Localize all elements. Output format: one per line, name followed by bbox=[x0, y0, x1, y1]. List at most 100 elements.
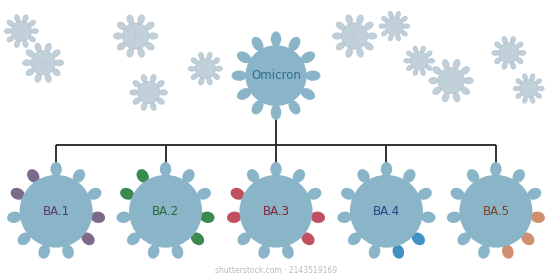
Ellipse shape bbox=[433, 87, 441, 94]
Ellipse shape bbox=[183, 170, 194, 182]
Ellipse shape bbox=[357, 15, 363, 24]
Ellipse shape bbox=[238, 89, 251, 99]
Ellipse shape bbox=[364, 43, 373, 50]
Ellipse shape bbox=[27, 69, 34, 76]
Ellipse shape bbox=[502, 62, 507, 69]
Circle shape bbox=[240, 176, 312, 247]
Ellipse shape bbox=[413, 233, 424, 244]
Ellipse shape bbox=[213, 74, 220, 79]
Ellipse shape bbox=[35, 74, 41, 82]
Circle shape bbox=[342, 23, 368, 49]
Ellipse shape bbox=[301, 52, 314, 62]
Circle shape bbox=[138, 81, 160, 103]
Ellipse shape bbox=[382, 163, 392, 176]
Ellipse shape bbox=[426, 66, 432, 70]
Ellipse shape bbox=[503, 245, 513, 258]
Ellipse shape bbox=[346, 48, 352, 57]
Ellipse shape bbox=[453, 60, 460, 68]
Ellipse shape bbox=[74, 170, 85, 182]
Ellipse shape bbox=[232, 71, 246, 80]
Text: ο: ο bbox=[145, 88, 151, 97]
Ellipse shape bbox=[382, 31, 388, 36]
Ellipse shape bbox=[358, 170, 369, 182]
Text: shutterstock.com · 2143519169: shutterstock.com · 2143519169 bbox=[216, 266, 337, 275]
Ellipse shape bbox=[15, 40, 19, 47]
Ellipse shape bbox=[401, 17, 407, 22]
Ellipse shape bbox=[510, 62, 515, 69]
Ellipse shape bbox=[4, 29, 12, 33]
Ellipse shape bbox=[389, 34, 393, 41]
Ellipse shape bbox=[442, 60, 449, 68]
Ellipse shape bbox=[458, 233, 470, 244]
Ellipse shape bbox=[492, 51, 499, 55]
Ellipse shape bbox=[421, 69, 425, 75]
Ellipse shape bbox=[404, 170, 415, 182]
Ellipse shape bbox=[523, 97, 527, 103]
Ellipse shape bbox=[201, 212, 214, 222]
Ellipse shape bbox=[528, 188, 541, 199]
Ellipse shape bbox=[207, 53, 212, 59]
Text: BA.3: BA.3 bbox=[263, 205, 290, 218]
Circle shape bbox=[520, 80, 538, 97]
Ellipse shape bbox=[191, 74, 197, 79]
Circle shape bbox=[438, 68, 464, 94]
Ellipse shape bbox=[18, 233, 30, 244]
Text: δ: δ bbox=[448, 76, 453, 85]
Ellipse shape bbox=[531, 212, 544, 222]
Ellipse shape bbox=[406, 66, 413, 70]
Ellipse shape bbox=[27, 50, 34, 57]
Ellipse shape bbox=[138, 15, 144, 24]
Ellipse shape bbox=[332, 33, 342, 39]
Circle shape bbox=[460, 176, 532, 247]
Ellipse shape bbox=[142, 75, 147, 82]
Ellipse shape bbox=[23, 15, 28, 22]
Circle shape bbox=[12, 21, 31, 41]
Ellipse shape bbox=[510, 37, 515, 43]
Ellipse shape bbox=[422, 212, 435, 222]
Ellipse shape bbox=[252, 101, 263, 114]
Ellipse shape bbox=[63, 245, 73, 258]
Ellipse shape bbox=[173, 245, 182, 258]
Ellipse shape bbox=[82, 233, 94, 244]
Ellipse shape bbox=[495, 42, 501, 48]
Ellipse shape bbox=[414, 69, 418, 75]
Ellipse shape bbox=[150, 75, 156, 82]
Ellipse shape bbox=[306, 71, 320, 80]
Ellipse shape bbox=[213, 58, 220, 64]
Ellipse shape bbox=[133, 81, 140, 87]
Ellipse shape bbox=[92, 212, 105, 222]
Ellipse shape bbox=[28, 170, 39, 182]
Ellipse shape bbox=[389, 12, 393, 18]
Ellipse shape bbox=[401, 31, 407, 36]
Ellipse shape bbox=[199, 78, 204, 85]
Text: BA.5: BA.5 bbox=[482, 205, 509, 218]
Ellipse shape bbox=[272, 105, 280, 119]
Ellipse shape bbox=[301, 89, 314, 99]
Ellipse shape bbox=[530, 97, 535, 103]
Ellipse shape bbox=[138, 48, 144, 57]
Circle shape bbox=[351, 176, 422, 247]
Ellipse shape bbox=[272, 32, 280, 46]
Ellipse shape bbox=[215, 66, 222, 71]
Ellipse shape bbox=[517, 42, 523, 48]
Circle shape bbox=[31, 51, 55, 75]
Ellipse shape bbox=[146, 22, 154, 29]
Ellipse shape bbox=[464, 78, 473, 83]
Ellipse shape bbox=[530, 74, 535, 80]
Ellipse shape bbox=[406, 51, 413, 56]
Ellipse shape bbox=[538, 87, 544, 90]
Ellipse shape bbox=[289, 101, 300, 114]
Ellipse shape bbox=[346, 15, 352, 24]
Ellipse shape bbox=[117, 212, 130, 222]
Ellipse shape bbox=[238, 52, 251, 62]
Ellipse shape bbox=[29, 20, 35, 26]
Ellipse shape bbox=[7, 20, 13, 26]
Ellipse shape bbox=[453, 93, 460, 101]
Ellipse shape bbox=[396, 34, 400, 41]
Ellipse shape bbox=[522, 233, 534, 244]
Ellipse shape bbox=[191, 58, 197, 64]
Ellipse shape bbox=[231, 188, 244, 199]
Ellipse shape bbox=[404, 59, 410, 63]
Ellipse shape bbox=[248, 170, 259, 182]
Ellipse shape bbox=[428, 59, 435, 63]
